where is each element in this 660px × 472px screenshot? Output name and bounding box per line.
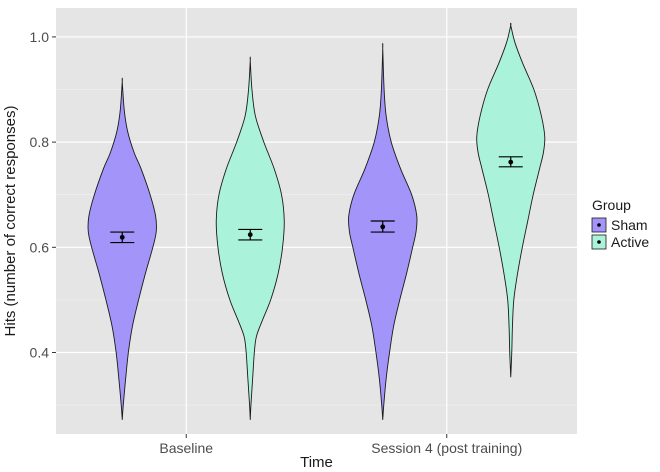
mean-point <box>380 224 386 230</box>
mean-point <box>119 234 125 240</box>
y-tick-label: 1.0 <box>30 29 50 45</box>
x-axis: Baseline Session 4 (post training) <box>159 434 522 456</box>
legend-label-active: Active <box>611 234 649 250</box>
x-axis-title: Time <box>300 454 333 471</box>
legend-title: Group <box>592 197 631 213</box>
mean-point <box>508 159 514 165</box>
y-tick-label: 0.8 <box>30 134 50 150</box>
mean-point <box>247 232 253 238</box>
x-tick-label: Session 4 (post training) <box>371 440 522 456</box>
violin-active-baseline <box>215 56 285 420</box>
violin-shape <box>476 22 546 378</box>
y-axis-title: Hits (number of correct responses) <box>2 106 19 337</box>
violin-active-session4 <box>476 22 546 378</box>
y-axis: 0.4 0.6 0.8 1.0 <box>30 29 56 360</box>
violins <box>87 22 546 420</box>
y-tick-label: 0.6 <box>30 239 50 255</box>
legend-label-sham: Sham <box>611 217 648 233</box>
legend-key-sham <box>591 217 607 233</box>
y-tick-label: 0.4 <box>30 344 50 360</box>
violin-sham-session4 <box>347 42 418 420</box>
violin-shape <box>87 77 157 420</box>
x-tick-label: Baseline <box>159 440 213 456</box>
legend-key-active <box>591 234 607 250</box>
violin-sham-baseline <box>87 77 157 420</box>
